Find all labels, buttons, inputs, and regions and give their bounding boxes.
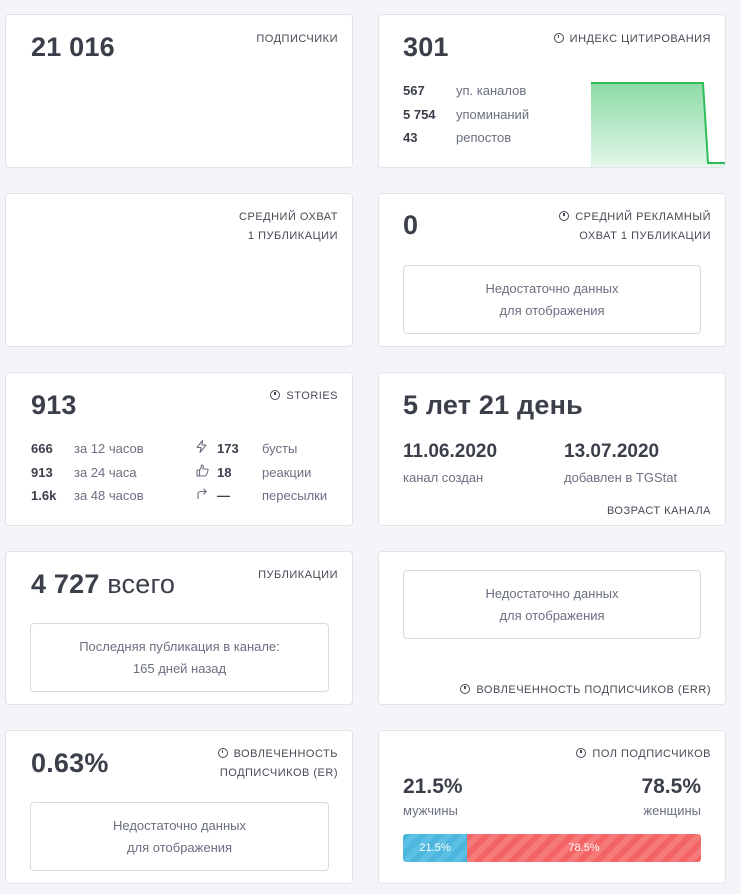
ad-reach-card: 0 СРЕДНИЙ РЕКЛАМНЫЙ ОХВАТ 1 ПУБЛИКАЦИИ Н… — [378, 193, 726, 347]
created-label: канал создан — [403, 470, 484, 485]
added-date: 13.07.2020 — [564, 441, 660, 462]
citation-index-card: 301 ИНДЕКС ЦИТИРОВАНИЯ 567 уп. каналов 5 … — [378, 14, 726, 168]
female-label: женщины — [643, 803, 701, 818]
publications-card: 4 727 всего ПУБЛИКАЦИИ Последняя публика… — [5, 551, 353, 705]
gender-bar-male: 21.5% — [403, 834, 468, 862]
female-percent: 78.5% — [641, 775, 701, 798]
gender-bar: 21.5% 78.5% — [403, 834, 701, 862]
err-card: Недостаточно данных для отображения ВОВЛ… — [378, 551, 726, 705]
help-icon[interactable] — [576, 748, 587, 758]
er-label[interactable]: ВОВЛЕЧЕННОСТЬ ПОДПИСЧИКОВ (ER) — [217, 745, 338, 783]
citation-row-reposts: 43 репостов — [403, 130, 512, 145]
forward-arrow-icon — [196, 486, 208, 506]
er-card: 0.63% ВОВЛЕЧЕННОСТЬ ПОДПИСЧИКОВ (ER) Нед… — [5, 730, 353, 884]
err-label[interactable]: ВОВЛЕЧЕННОСТЬ ПОДПИСЧИКОВ (ERR) — [460, 681, 711, 700]
stories-card: 913 STORIES 666 за 12 часов 913 за 24 часа… — [5, 372, 353, 526]
citation-index-value: 301 — [403, 32, 449, 62]
stories-row-12h: 666 за 12 часов — [31, 441, 144, 456]
publications-value: 4 727 всего — [31, 569, 176, 599]
avg-reach-label: СРЕДНИЙ ОХВАТ 1 ПУБЛИКАЦИИ — [239, 211, 338, 242]
stories-label[interactable]: STORIES — [270, 387, 338, 406]
created-date: 11.06.2020 — [403, 441, 498, 462]
gender-bar-female: 78.5% — [467, 834, 701, 862]
gender-card: ПОЛ ПОДПИСЧИКОВ 21.5% мужчины 78.5% женщ… — [378, 730, 726, 884]
citation-index-label[interactable]: ИНДЕКС ЦИТИРОВАНИЯ — [553, 30, 711, 49]
male-percent: 21.5% — [403, 775, 463, 798]
gender-label[interactable]: ПОЛ ПОДПИСЧИКОВ — [576, 745, 711, 764]
ad-reach-label[interactable]: СРЕДНИЙ РЕКЛАМНЫЙ ОХВАТ 1 ПУБЛИКАЦИИ — [559, 208, 711, 246]
channel-age-label: ВОЗРАСТ КАНАЛА — [606, 505, 711, 517]
subscribers-label: ПОДПИСЧИКИ — [256, 33, 338, 45]
no-data-box: Недостаточно данных для отображения — [30, 802, 329, 871]
citation-row-channels: 567 уп. каналов — [403, 83, 527, 98]
lightning-icon — [196, 439, 207, 459]
male-label: мужчины — [403, 803, 458, 818]
no-data-box: Недостаточно данных для отображения — [403, 265, 701, 334]
channel-age-card: 5 лет 21 день 11.06.2020 канал создан 13… — [378, 372, 726, 526]
added-label: добавлен в TGStat — [564, 470, 678, 485]
thumbs-up-icon — [196, 463, 209, 483]
help-icon[interactable] — [460, 684, 471, 694]
ad-reach-value: 0 — [403, 210, 419, 240]
help-icon[interactable] — [217, 748, 228, 758]
stories-value: 913 — [31, 390, 77, 420]
citation-sparkline — [591, 82, 725, 167]
subscribers-count: 21 016 — [31, 32, 115, 62]
stories-row-48h: 1.6k за 48 часов — [31, 488, 144, 503]
citation-row-mentions: 5 754 упоминаний — [403, 107, 530, 122]
no-data-box: Недостаточно данных для отображения — [403, 570, 701, 639]
avg-reach-card: СРЕДНИЙ ОХВАТ 1 ПУБЛИКАЦИИ — [5, 193, 353, 347]
stories-row-24h: 913 за 24 часа — [31, 465, 137, 480]
help-icon[interactable] — [270, 390, 281, 400]
er-value: 0.63% — [31, 748, 109, 778]
publications-label: ПУБЛИКАЦИИ — [258, 569, 338, 581]
help-icon[interactable] — [553, 33, 564, 43]
subscribers-card: 21 016 ПОДПИСЧИКИ — [5, 14, 353, 168]
last-publication-box: Последняя публикация в канале: 165 дней … — [30, 623, 329, 692]
channel-age-value: 5 лет 21 день — [403, 390, 583, 420]
help-icon[interactable] — [559, 211, 570, 221]
